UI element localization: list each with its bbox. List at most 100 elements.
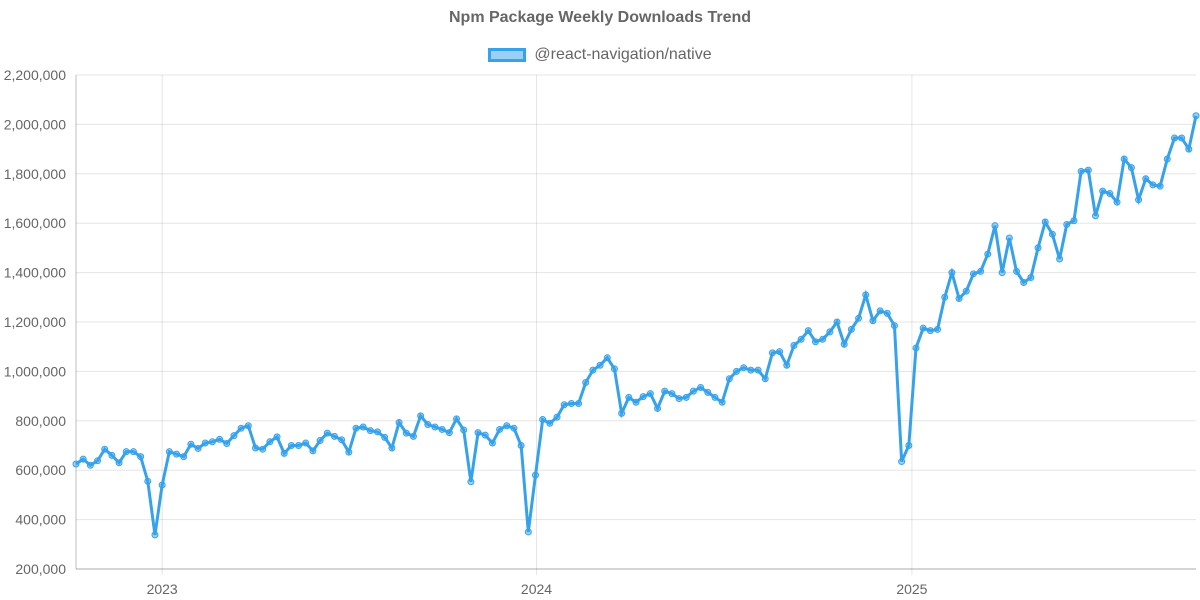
data-point [833, 318, 841, 326]
data-point [740, 364, 748, 372]
data-point [553, 413, 561, 421]
data-point [912, 344, 920, 352]
data-point [567, 400, 575, 408]
data-point [173, 450, 181, 458]
data-point [1106, 190, 1114, 198]
data-point [431, 423, 439, 431]
data-point [1020, 278, 1028, 286]
data-point [244, 422, 252, 430]
legend-label[interactable]: @react-navigation/native [534, 46, 712, 63]
data-point [654, 404, 662, 412]
data-point [94, 457, 102, 465]
data-point [977, 267, 985, 275]
y-tick-label: 2,000,000 [4, 116, 66, 132]
data-point [1005, 234, 1013, 242]
y-tick-label: 400,000 [15, 512, 66, 528]
data-point [453, 415, 461, 423]
data-point [582, 379, 590, 387]
data-point [1170, 134, 1178, 142]
data-point [165, 448, 173, 456]
legend[interactable]: @react-navigation/native [0, 46, 1200, 64]
data-point [761, 375, 769, 383]
data-point [754, 366, 762, 374]
series-layer [72, 112, 1200, 539]
data-point [1013, 267, 1021, 275]
data-point [890, 322, 898, 330]
data-point [144, 477, 152, 485]
data-point [962, 287, 970, 295]
data-point [517, 442, 525, 449]
data-point [1149, 181, 1157, 189]
x-tick-label: 2025 [896, 581, 927, 597]
data-point [955, 295, 963, 303]
data-point [883, 309, 891, 317]
data-point [1192, 112, 1200, 120]
data-point [625, 393, 633, 401]
data-point [1048, 230, 1056, 238]
data-point [417, 412, 425, 420]
data-point [366, 427, 374, 435]
y-tick-label: 1,400,000 [4, 265, 66, 281]
data-point [187, 440, 195, 448]
data-point [811, 338, 819, 346]
data-point [934, 325, 942, 333]
data-point [273, 433, 281, 441]
data-point [776, 348, 784, 356]
data-point [704, 388, 712, 396]
data-point [1041, 218, 1049, 226]
data-point [689, 387, 697, 395]
data-point [1135, 196, 1143, 204]
data-point [984, 250, 992, 258]
data-point [668, 390, 676, 398]
data-point [287, 442, 295, 449]
data-point [208, 438, 216, 446]
x-axis-tick-labels: 2023 2024 2025 [147, 581, 928, 597]
data-point [1142, 175, 1150, 183]
data-point [718, 398, 726, 406]
chart-title: Npm Package Weekly Downloads Trend [448, 9, 752, 26]
data-point [129, 448, 137, 456]
legend-swatch[interactable] [488, 48, 527, 62]
data-point [768, 349, 776, 357]
data-point [338, 436, 346, 444]
data-point [783, 361, 791, 369]
series-line [75, 115, 1198, 536]
y-tick-label: 2,200,000 [4, 67, 66, 83]
data-point [302, 439, 310, 447]
data-point [395, 419, 403, 427]
data-point [603, 354, 611, 362]
data-point [374, 428, 382, 436]
data-point [251, 444, 259, 452]
data-point [804, 327, 812, 335]
data-point [610, 365, 618, 373]
data-point [639, 393, 647, 401]
data-point [359, 423, 367, 431]
data-point [467, 478, 475, 486]
data-point [409, 432, 417, 440]
y-tick-label: 1,000,000 [4, 363, 66, 379]
data-point [819, 335, 827, 343]
data-point [1084, 166, 1092, 174]
data-point [1178, 134, 1186, 142]
y-axis-tick-labels: 200,000 400,000 600,000 800,000 1,000,000 1,2… [4, 67, 67, 577]
y-tick-label: 1,600,000 [4, 215, 66, 231]
data-point [86, 461, 94, 469]
data-point [1113, 198, 1121, 206]
gridlines [76, 74, 1196, 575]
data-point [194, 444, 202, 452]
data-point [1077, 167, 1085, 175]
data-point [546, 419, 554, 427]
data-point [237, 424, 245, 432]
data-point [510, 424, 518, 432]
data-point [158, 481, 166, 489]
data-point [122, 448, 130, 456]
data-point [330, 432, 338, 440]
data-point [137, 453, 145, 461]
data-point [905, 442, 913, 449]
data-point [72, 460, 80, 468]
data-point [560, 401, 568, 409]
x-tick-label: 2024 [521, 581, 552, 597]
data-point [424, 421, 432, 428]
data-point [919, 324, 927, 332]
data-point [1127, 164, 1135, 172]
